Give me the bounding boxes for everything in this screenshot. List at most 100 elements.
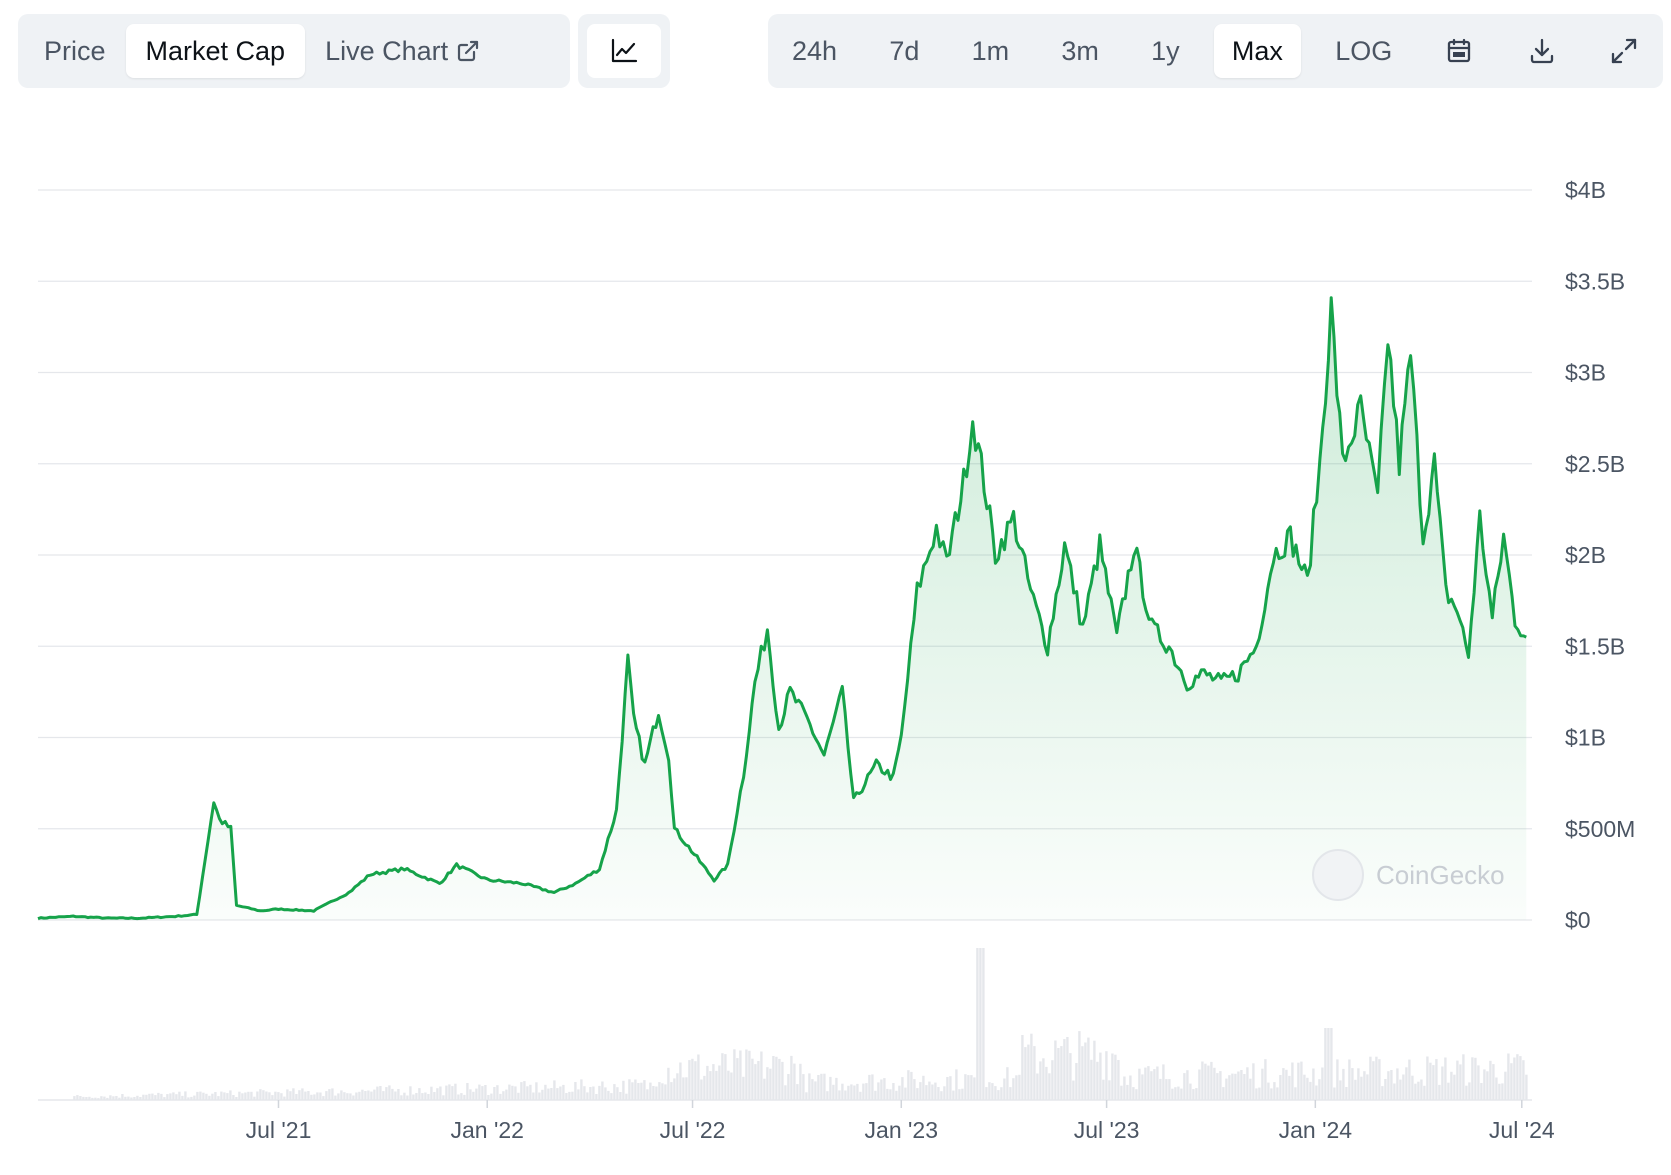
x-tick-label: Jan '24 (1279, 1117, 1353, 1143)
volume-bar (487, 1095, 490, 1100)
volume-bar (661, 1083, 664, 1100)
range-max[interactable]: Max (1213, 24, 1301, 78)
range-3m[interactable]: 3m (1043, 24, 1117, 78)
volume-bar (280, 1093, 283, 1100)
volume-bar (1285, 1069, 1288, 1100)
volume-bar (1240, 1070, 1243, 1100)
tab-live-chart[interactable]: Live Chart (305, 24, 500, 78)
volume-bar (1021, 1035, 1024, 1100)
volume-bar (958, 1089, 961, 1100)
volume-bar (1045, 1066, 1048, 1100)
chart-type-button[interactable] (587, 24, 661, 78)
volume-bar (1111, 1053, 1114, 1100)
volume-bar (139, 1097, 142, 1100)
volume-bar (1279, 1075, 1282, 1100)
volume-bar (724, 1054, 727, 1100)
volume-bar (1078, 1031, 1081, 1100)
volume-bar (319, 1092, 322, 1100)
volume-bar (244, 1092, 247, 1100)
volume-bar (979, 948, 982, 1100)
volume-bar (1132, 1087, 1135, 1100)
tab-market-cap[interactable]: Market Cap (125, 24, 306, 78)
volume-bar (478, 1084, 481, 1100)
volume-bar (1360, 1076, 1363, 1100)
volume-bar (970, 1075, 973, 1100)
volume-bar (163, 1097, 166, 1100)
volume-bar (382, 1091, 385, 1100)
volume-bar (286, 1089, 289, 1100)
volume-bar (1303, 1074, 1306, 1100)
x-tick-label: Jan '22 (450, 1117, 523, 1143)
volume-bar (316, 1092, 319, 1100)
volume-bar (1198, 1069, 1201, 1100)
volume-bar (637, 1083, 640, 1100)
volume-bar (1513, 1057, 1516, 1100)
volume-bar (1066, 1037, 1069, 1100)
volume-bar (553, 1080, 556, 1100)
volume-bar (748, 1050, 751, 1100)
volume-bar (565, 1093, 568, 1100)
chart-type-group (578, 14, 670, 88)
volume-bar (82, 1096, 85, 1100)
volume-bar (439, 1086, 442, 1100)
volume-bar (1423, 1085, 1426, 1100)
x-tick-label: Jul '24 (1489, 1117, 1555, 1143)
volume-bar (184, 1091, 187, 1100)
volume-bar (1441, 1066, 1444, 1100)
volume-bar (730, 1072, 733, 1100)
volume-bar (361, 1089, 364, 1100)
tab-price[interactable]: Price (24, 24, 126, 78)
volume-bar (1519, 1056, 1522, 1100)
volume-bar (526, 1086, 529, 1100)
volume-bar (1081, 1046, 1084, 1100)
volume-bar (937, 1087, 940, 1100)
download-icon (1530, 38, 1553, 64)
volume-bar (1015, 1075, 1018, 1100)
volume-bar (511, 1085, 514, 1100)
volume-bar (1084, 1042, 1087, 1100)
volume-bar (1336, 1059, 1339, 1100)
log-scale-button[interactable]: LOG (1317, 24, 1410, 78)
volume-bar (994, 1086, 997, 1100)
volume-bar (1039, 1061, 1042, 1100)
volume-bar (763, 1078, 766, 1100)
calendar-button[interactable] (1426, 24, 1492, 78)
volume-bar (1390, 1070, 1393, 1100)
volume-bar (868, 1074, 871, 1100)
volume-bar (715, 1070, 718, 1100)
volume-bar (334, 1095, 337, 1100)
x-axis-labels: Jul '21 Jan '22 Jul '22 Jan '23 Jul '23 Jan '… (246, 1100, 1555, 1143)
volume-bar (1117, 1060, 1120, 1100)
range-24h[interactable]: 24h (774, 24, 855, 78)
volume-bar (1357, 1068, 1360, 1100)
fullscreen-button[interactable] (1591, 24, 1657, 78)
volume-bar (1393, 1083, 1396, 1100)
range-3m-label: 3m (1061, 35, 1099, 66)
volume-bar (1495, 1077, 1498, 1100)
volume-bar (754, 1064, 757, 1100)
volume-bar (1171, 1088, 1174, 1100)
range-1m[interactable]: 1m (954, 24, 1028, 78)
volume-bar (220, 1091, 223, 1100)
volume-bar (166, 1094, 169, 1100)
volume-bar (622, 1080, 625, 1100)
download-button[interactable] (1509, 24, 1575, 78)
volume-bar (376, 1086, 379, 1100)
y-tick-label: $0 (1565, 907, 1591, 933)
volume-bar (1144, 1067, 1147, 1100)
volume-bar (412, 1094, 415, 1100)
volume-bar (877, 1082, 880, 1100)
volume-bar (1333, 1087, 1336, 1100)
volume-bar (454, 1083, 457, 1100)
volume-bar (226, 1093, 229, 1100)
volume-bar (1183, 1073, 1186, 1100)
volume-bar (1339, 1080, 1342, 1100)
volume-bar (1324, 1028, 1327, 1100)
volume-bar (157, 1092, 160, 1100)
range-7d[interactable]: 7d (871, 24, 937, 78)
range-1y[interactable]: 1y (1133, 24, 1198, 78)
volume-bar (1207, 1065, 1210, 1100)
volume-bar (256, 1091, 259, 1100)
volume-bar (1474, 1057, 1477, 1100)
volume-bar (1168, 1079, 1171, 1100)
